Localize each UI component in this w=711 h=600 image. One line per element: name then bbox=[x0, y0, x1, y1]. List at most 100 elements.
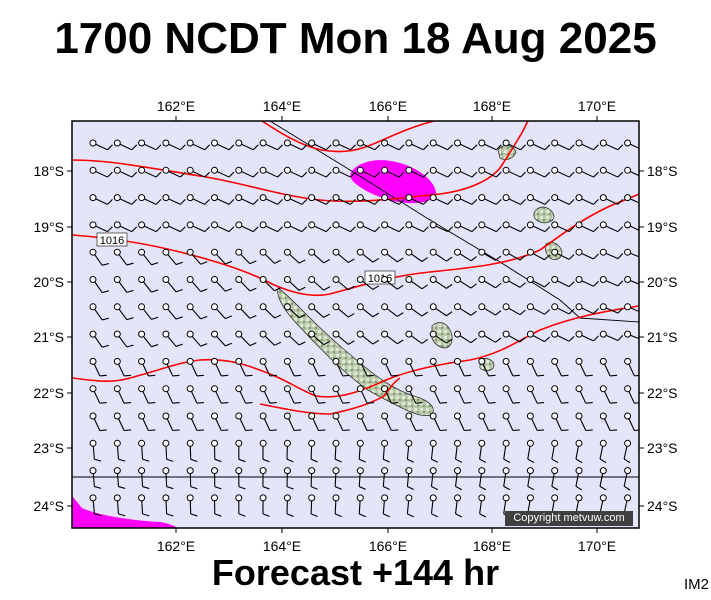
wind-barb bbox=[138, 439, 150, 462]
wind-barb bbox=[259, 139, 283, 151]
wind-barb bbox=[526, 439, 535, 464]
wind-barb bbox=[551, 276, 575, 288]
wind-barb bbox=[211, 467, 222, 490]
isobar bbox=[72, 305, 639, 398]
wind-barb bbox=[113, 221, 138, 233]
wind-barb bbox=[113, 357, 132, 377]
wind-barb bbox=[283, 166, 308, 178]
wind-barb bbox=[526, 166, 551, 178]
wind-barb bbox=[162, 194, 186, 205]
wind-barb bbox=[113, 139, 138, 151]
tick-label: 170°E bbox=[578, 98, 616, 114]
axis-ticks: 162°E 162°E 164°E 164°E 166°E 166°E 168°E 168°E… bbox=[33, 98, 677, 554]
wind-barb bbox=[283, 357, 302, 377]
wind-barb bbox=[89, 221, 113, 233]
wind-barb bbox=[551, 467, 559, 491]
land-ouvea bbox=[431, 322, 453, 349]
wind-barb bbox=[235, 303, 257, 319]
svg-text:1016: 1016 bbox=[100, 235, 124, 247]
wind-barb bbox=[186, 412, 204, 432]
tick-label: 168°E bbox=[473, 538, 511, 554]
wind-barb bbox=[235, 412, 253, 432]
wind-barb bbox=[162, 139, 186, 151]
wind-barb bbox=[332, 221, 356, 233]
wind-barb bbox=[575, 357, 593, 377]
wind-barb bbox=[624, 385, 639, 404]
wind-barb bbox=[624, 248, 639, 258]
wind-barb bbox=[211, 412, 229, 432]
wind-barb bbox=[454, 467, 463, 491]
wind-barb bbox=[332, 385, 350, 404]
wind-barb bbox=[283, 467, 294, 490]
wind-barb bbox=[332, 439, 342, 463]
tick-label: 166°E bbox=[369, 98, 407, 114]
wind-barb bbox=[186, 357, 204, 377]
wind-barb bbox=[308, 248, 331, 264]
wind-barb bbox=[113, 166, 138, 178]
forecast-caption: Forecast +144 hr bbox=[211, 552, 500, 593]
wind-barb bbox=[89, 194, 113, 205]
wind-barb bbox=[502, 330, 526, 343]
wind-barb bbox=[526, 385, 545, 404]
wind-barb bbox=[454, 385, 472, 404]
wind-barb bbox=[575, 221, 599, 233]
tick-label: 166°E bbox=[369, 538, 407, 554]
wind-barb bbox=[162, 439, 174, 462]
wind-barb bbox=[429, 139, 454, 151]
wind-barb bbox=[478, 221, 502, 233]
wind-barb bbox=[478, 248, 502, 261]
wind-barb bbox=[186, 194, 211, 205]
wind-barb bbox=[381, 194, 405, 205]
wind-barb bbox=[138, 276, 159, 293]
wind-barb bbox=[259, 439, 270, 463]
wind-barb bbox=[502, 357, 520, 377]
wind-barb bbox=[89, 385, 107, 404]
wind-barb bbox=[575, 194, 599, 205]
wind-barb bbox=[599, 194, 624, 205]
wind-barb bbox=[162, 303, 183, 320]
wind-barb bbox=[308, 439, 318, 463]
wind-barb bbox=[211, 330, 232, 347]
wind-barb bbox=[551, 439, 559, 464]
wind-barb bbox=[599, 412, 618, 432]
wind-barb bbox=[551, 357, 569, 377]
wind-barb bbox=[575, 467, 583, 491]
wind-barb bbox=[211, 139, 235, 151]
wind-barb bbox=[162, 166, 186, 178]
wind-barb bbox=[259, 330, 282, 346]
wind-barb bbox=[526, 467, 535, 491]
wind-barb bbox=[235, 494, 246, 517]
wind-barb bbox=[308, 412, 326, 432]
wind-barb bbox=[235, 467, 246, 490]
wind-barb bbox=[526, 248, 551, 261]
wind-barb bbox=[429, 248, 453, 262]
tick-label: 162°E bbox=[157, 538, 195, 554]
wind-barb bbox=[575, 248, 599, 260]
wind-barb bbox=[308, 303, 331, 318]
wind-barb bbox=[356, 303, 380, 318]
tick-label: 164°E bbox=[263, 98, 301, 114]
wind-barb bbox=[356, 194, 381, 205]
wind-barb bbox=[356, 467, 366, 490]
wind-barb bbox=[551, 139, 575, 151]
tick-label: 22°S bbox=[647, 385, 678, 401]
wind-barb bbox=[405, 439, 414, 463]
wind-barb bbox=[478, 357, 496, 377]
wind-barb bbox=[332, 467, 342, 490]
wind-barb bbox=[356, 221, 381, 233]
wind-barb bbox=[308, 494, 318, 518]
wind-barb bbox=[502, 494, 511, 518]
wind-barb bbox=[332, 303, 355, 318]
wind-barb bbox=[551, 166, 575, 178]
wind-barb bbox=[235, 221, 259, 233]
wind-barb bbox=[89, 248, 110, 266]
wind-barb bbox=[526, 139, 551, 151]
tick-label: 21°S bbox=[647, 329, 678, 345]
wind-barb bbox=[454, 139, 478, 151]
tick-label: 164°E bbox=[263, 538, 301, 554]
wind-barb bbox=[259, 303, 282, 319]
wind-barb bbox=[89, 166, 113, 178]
wind-barb bbox=[478, 330, 502, 343]
wind-barb bbox=[454, 330, 477, 344]
